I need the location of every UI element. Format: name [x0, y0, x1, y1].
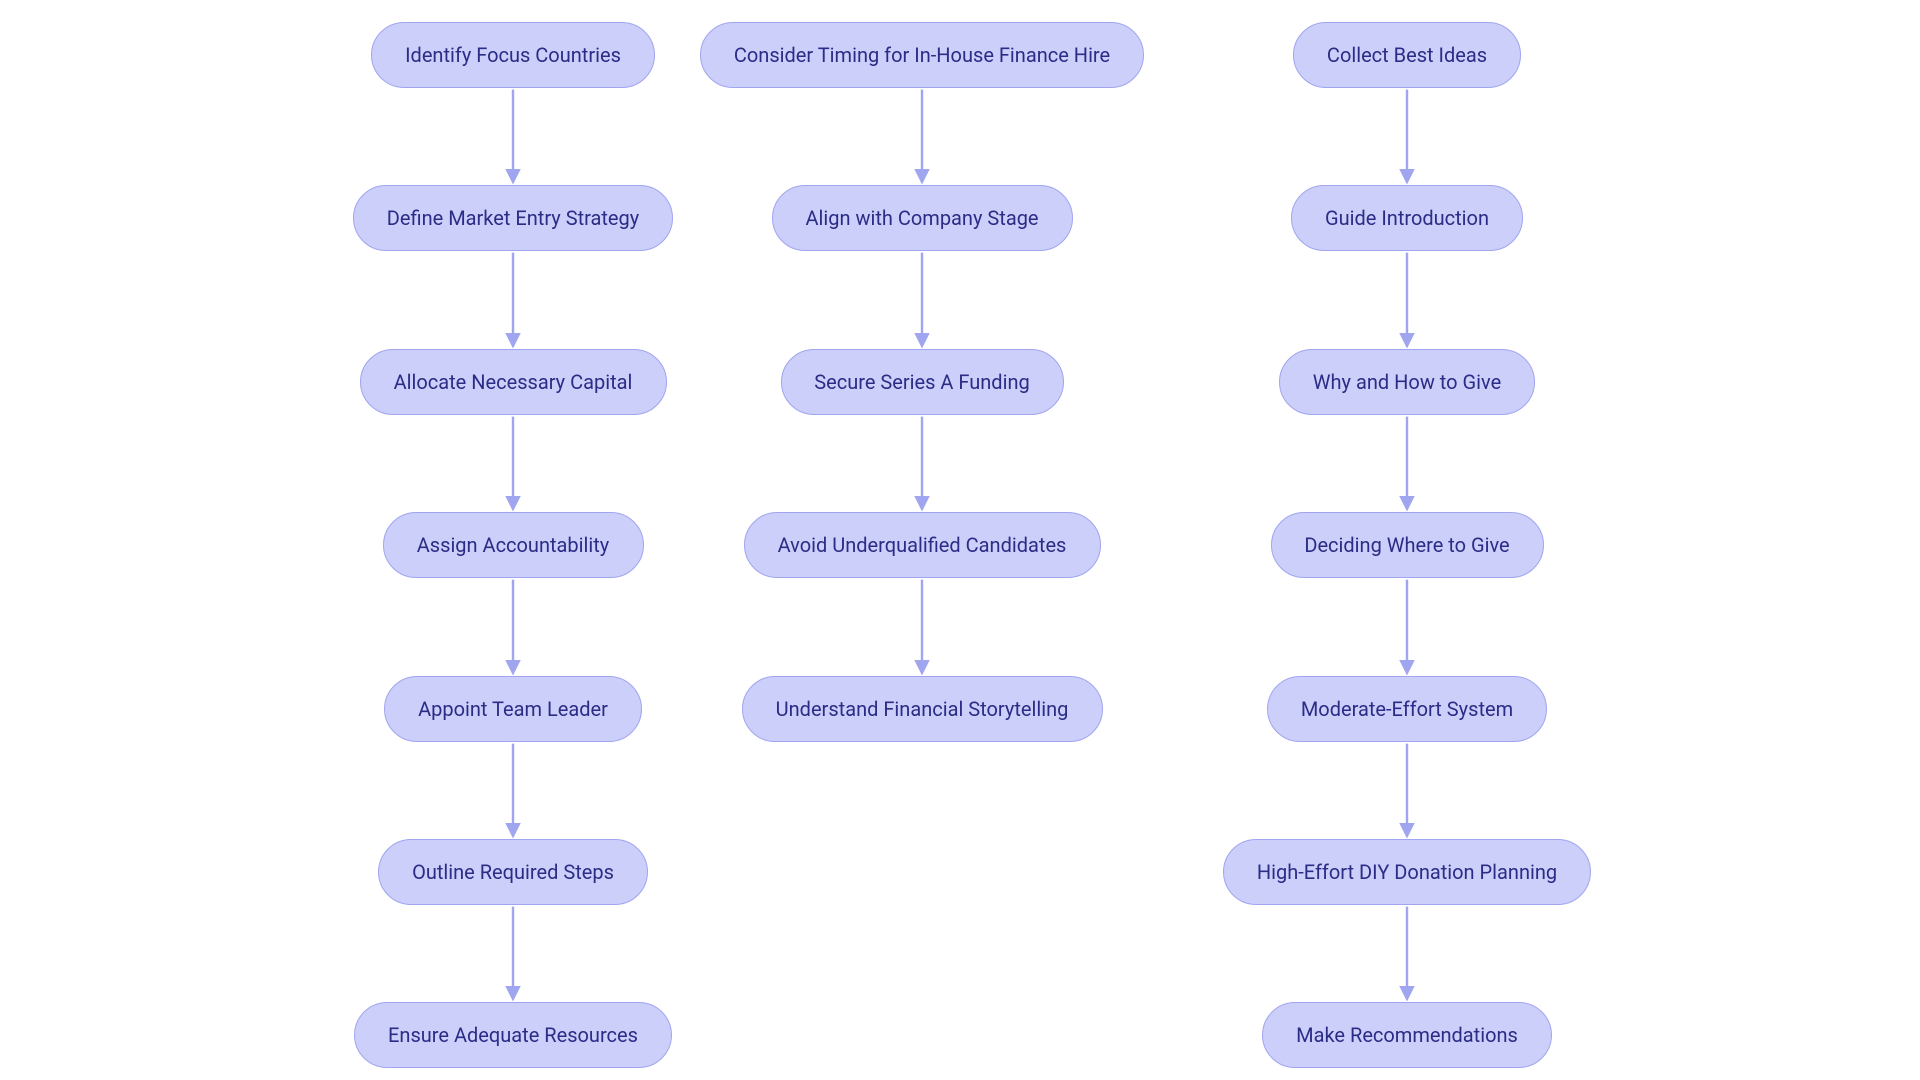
flow-node-label: Collect Best Ideas: [1327, 43, 1487, 67]
flow-node: Moderate-Effort System: [1267, 676, 1547, 742]
flow-node: High-Effort DIY Donation Planning: [1223, 839, 1591, 905]
flow-node-label: Identify Focus Countries: [405, 43, 621, 67]
flow-node-label: Guide Introduction: [1325, 206, 1489, 230]
flow-node-label: Why and How to Give: [1313, 370, 1501, 394]
flow-node: Assign Accountability: [383, 512, 644, 578]
flow-node-label: Allocate Necessary Capital: [394, 370, 633, 394]
flow-node-label: Secure Series A Funding: [814, 370, 1029, 394]
flow-node-label: Define Market Entry Strategy: [387, 206, 639, 230]
flowchart-canvas: Identify Focus Countries Define Market En…: [0, 0, 1920, 1080]
flow-node-label: Make Recommendations: [1296, 1023, 1518, 1047]
flow-node: Appoint Team Leader: [384, 676, 642, 742]
flow-node-label: Deciding Where to Give: [1304, 533, 1509, 557]
flow-node: Identify Focus Countries: [371, 22, 655, 88]
flow-node: Align with Company Stage: [772, 185, 1073, 251]
flow-node: Outline Required Steps: [378, 839, 648, 905]
flow-node-label: Assign Accountability: [417, 533, 610, 557]
flow-node: Ensure Adequate Resources: [354, 1002, 672, 1068]
flow-node-label: Ensure Adequate Resources: [388, 1023, 638, 1047]
flow-node: Make Recommendations: [1262, 1002, 1552, 1068]
flow-node-label: Align with Company Stage: [805, 206, 1038, 230]
flow-node: Allocate Necessary Capital: [360, 349, 667, 415]
flow-node-label: High-Effort DIY Donation Planning: [1257, 860, 1557, 884]
flow-node-label: Understand Financial Storytelling: [776, 697, 1069, 721]
flow-node: Why and How to Give: [1279, 349, 1535, 415]
flow-node: Avoid Underqualified Candidates: [744, 512, 1101, 578]
flow-node-label: Appoint Team Leader: [418, 697, 608, 721]
flow-node: Deciding Where to Give: [1271, 512, 1544, 578]
flow-node: Collect Best Ideas: [1293, 22, 1521, 88]
flow-node: Define Market Entry Strategy: [353, 185, 673, 251]
flow-node: Understand Financial Storytelling: [742, 676, 1103, 742]
flow-node-label: Outline Required Steps: [412, 860, 614, 884]
flow-node-label: Consider Timing for In-House Finance Hir…: [734, 43, 1110, 67]
flow-node: Guide Introduction: [1291, 185, 1523, 251]
flow-node: Consider Timing for In-House Finance Hir…: [700, 22, 1144, 88]
flow-node: Secure Series A Funding: [781, 349, 1064, 415]
flow-node-label: Avoid Underqualified Candidates: [778, 533, 1067, 557]
flow-node-label: Moderate-Effort System: [1301, 697, 1513, 721]
